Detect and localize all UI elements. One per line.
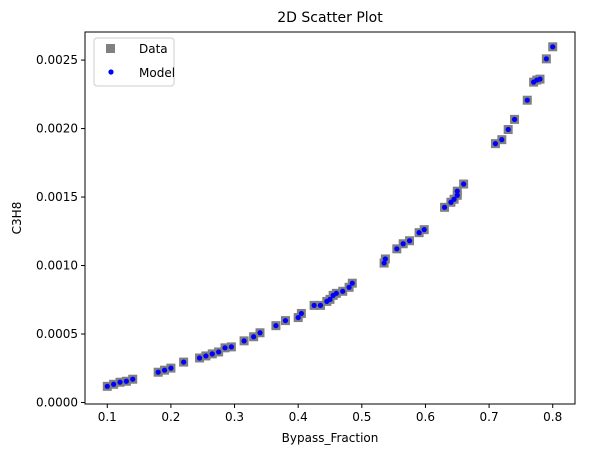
legend-model-marker (108, 69, 114, 75)
y-tick-label: 0.0015 (36, 190, 78, 204)
model-point-marker (451, 196, 457, 202)
model-point-marker (228, 344, 234, 350)
model-point-marker (241, 338, 247, 344)
model-point-marker (461, 181, 467, 187)
legend: Data Model (93, 37, 175, 87)
model-point-marker (499, 137, 505, 143)
model-point-marker (222, 345, 228, 351)
chart-title: 2D Scatter Plot (277, 10, 383, 26)
x-tick-label: 0.3 (225, 410, 244, 424)
model-point-marker (196, 355, 203, 361)
y-tick-label: 0.0020 (36, 122, 78, 136)
x-tick-label: 0.8 (543, 410, 562, 424)
model-point-marker (543, 56, 549, 62)
x-tick-label: 0.7 (480, 410, 499, 424)
legend-label-data: Data (139, 42, 168, 56)
plot-area (85, 32, 575, 404)
model-point-marker (406, 238, 413, 244)
model-point-marker (104, 383, 110, 389)
model-point-marker (209, 351, 215, 357)
model-point-marker (382, 256, 388, 262)
model-point-marker (349, 280, 355, 286)
model-point-marker (311, 302, 317, 308)
model-point-marker (216, 349, 222, 355)
model-point-marker (123, 378, 129, 384)
model-point-marker (346, 284, 352, 290)
model-point-marker (168, 365, 174, 371)
model-point-marker (441, 204, 448, 210)
model-point-marker (155, 369, 161, 375)
model-point-marker (111, 381, 117, 387)
model-point-marker (327, 296, 333, 302)
model-point-marker (117, 379, 123, 385)
legend-label-model: Model (139, 66, 175, 80)
model-point-marker (340, 288, 346, 294)
model-point-marker (416, 230, 422, 236)
model-point-marker (400, 241, 406, 247)
model-point-marker (295, 314, 301, 321)
legend-data-marker (106, 44, 115, 53)
model-point-marker (161, 367, 168, 373)
model-point-marker (537, 76, 543, 82)
model-point-marker (203, 353, 209, 359)
x-tick-label: 0.5 (352, 410, 371, 424)
y-tick-label: 0.0025 (36, 53, 78, 67)
x-tick-label: 0.4 (289, 410, 308, 424)
model-point-marker (130, 376, 136, 382)
x-axis-label: Bypass_Fraction (282, 431, 379, 445)
model-point-marker (550, 44, 556, 50)
x-tick-label: 0.1 (98, 410, 117, 424)
model-point-marker (282, 317, 289, 324)
x-axis-ticks: 0.1 0.2 0.3 0.4 0.5 0.6 0.7 0.8 (98, 404, 562, 424)
model-point-marker (511, 116, 518, 122)
y-axis-label: C3H8 (10, 202, 24, 235)
y-tick-label: 0.0005 (36, 327, 78, 341)
model-point-marker (298, 310, 304, 317)
model-point-marker (273, 323, 279, 329)
model-point-marker (181, 359, 187, 365)
model-point-marker (317, 302, 324, 308)
model-point-marker (333, 290, 339, 296)
model-point-marker (492, 141, 499, 147)
model-point-marker (394, 246, 400, 252)
model-point-marker (524, 97, 530, 103)
y-tick-label: 0.0000 (36, 395, 78, 409)
model-point-marker (454, 192, 460, 198)
model-point-marker (505, 126, 511, 133)
model-point-marker (421, 227, 427, 233)
model-point-marker (454, 188, 460, 194)
y-tick-label: 0.0010 (36, 259, 78, 273)
x-tick-label: 0.6 (416, 410, 435, 424)
scatter-points (102, 42, 558, 391)
x-tick-label: 0.2 (161, 410, 180, 424)
model-point-marker (381, 260, 387, 266)
model-point-marker (251, 334, 257, 340)
model-point-marker (257, 330, 263, 336)
y-axis-ticks: 0.0000 0.0005 0.0010 0.0015 0.0020 0.0025 (36, 53, 85, 409)
plot-frame (84, 31, 576, 405)
